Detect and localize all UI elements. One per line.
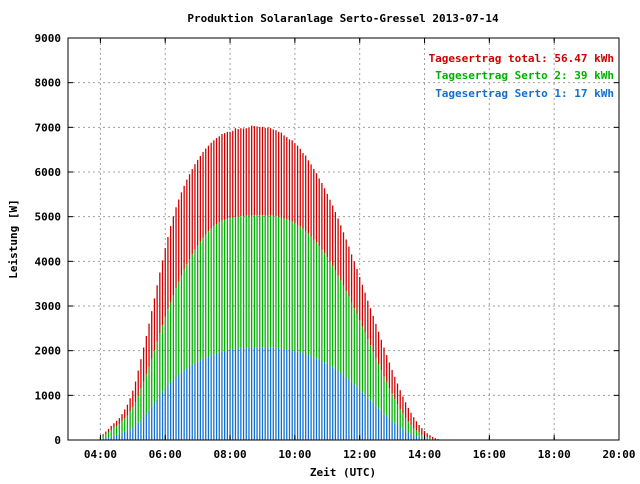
x-tick-label: 14:00 — [408, 448, 441, 461]
legend-total: Tagesertrag total: 56.47 kWh — [429, 52, 614, 65]
x-tick-label: 12:00 — [343, 448, 376, 461]
y-tick-label: 0 — [54, 434, 61, 447]
y-tick-label: 2000 — [35, 345, 62, 358]
x-tick-label: 10:00 — [278, 448, 311, 461]
y-tick-label: 1000 — [35, 389, 62, 402]
x-tick-label: 18:00 — [538, 448, 571, 461]
y-tick-label: 6000 — [35, 166, 62, 179]
legend-serto-2: Tagesertrag Serto 2: 39 kWh — [435, 69, 614, 82]
x-tick-label: 16:00 — [473, 448, 506, 461]
y-tick-label: 5000 — [35, 211, 62, 224]
x-axis-ticks: 04:00 06:00 08:00 10:00 12:00 14:00 16:00 18:00… — [84, 38, 636, 461]
y-tick-label: 8000 — [35, 77, 62, 90]
y-axis-ticks: 0 1000 2000 3000 4000 5000 6000 7000 8000 9000 — [35, 32, 619, 447]
bars — [102, 125, 442, 440]
x-axis-title: Zeit (UTC) — [310, 466, 376, 479]
x-tick-label: 20:00 — [602, 448, 635, 461]
y-tick-label: 7000 — [35, 121, 62, 134]
y-tick-label: 3000 — [35, 300, 62, 313]
x-tick-label: 04:00 — [84, 448, 117, 461]
x-tick-label: 08:00 — [213, 448, 246, 461]
y-axis-title: Leistung [W] — [7, 199, 20, 278]
chart-title: Produktion Solaranlage Serto-Gressel 201… — [187, 12, 499, 25]
plot-frame — [67, 37, 620, 441]
y-tick-label: 4000 — [35, 255, 62, 268]
legend-serto-1: Tagesertrag Serto 1: 17 kWh — [435, 87, 614, 100]
x-tick-label: 06:00 — [149, 448, 182, 461]
y-tick-label: 9000 — [35, 32, 62, 45]
legend: Tagesertrag total: 56.47 kWh Tagesertrag… — [429, 52, 614, 100]
